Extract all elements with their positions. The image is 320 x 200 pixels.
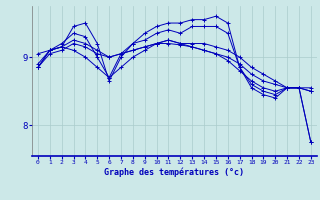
X-axis label: Graphe des températures (°c): Graphe des températures (°c) xyxy=(104,168,244,177)
